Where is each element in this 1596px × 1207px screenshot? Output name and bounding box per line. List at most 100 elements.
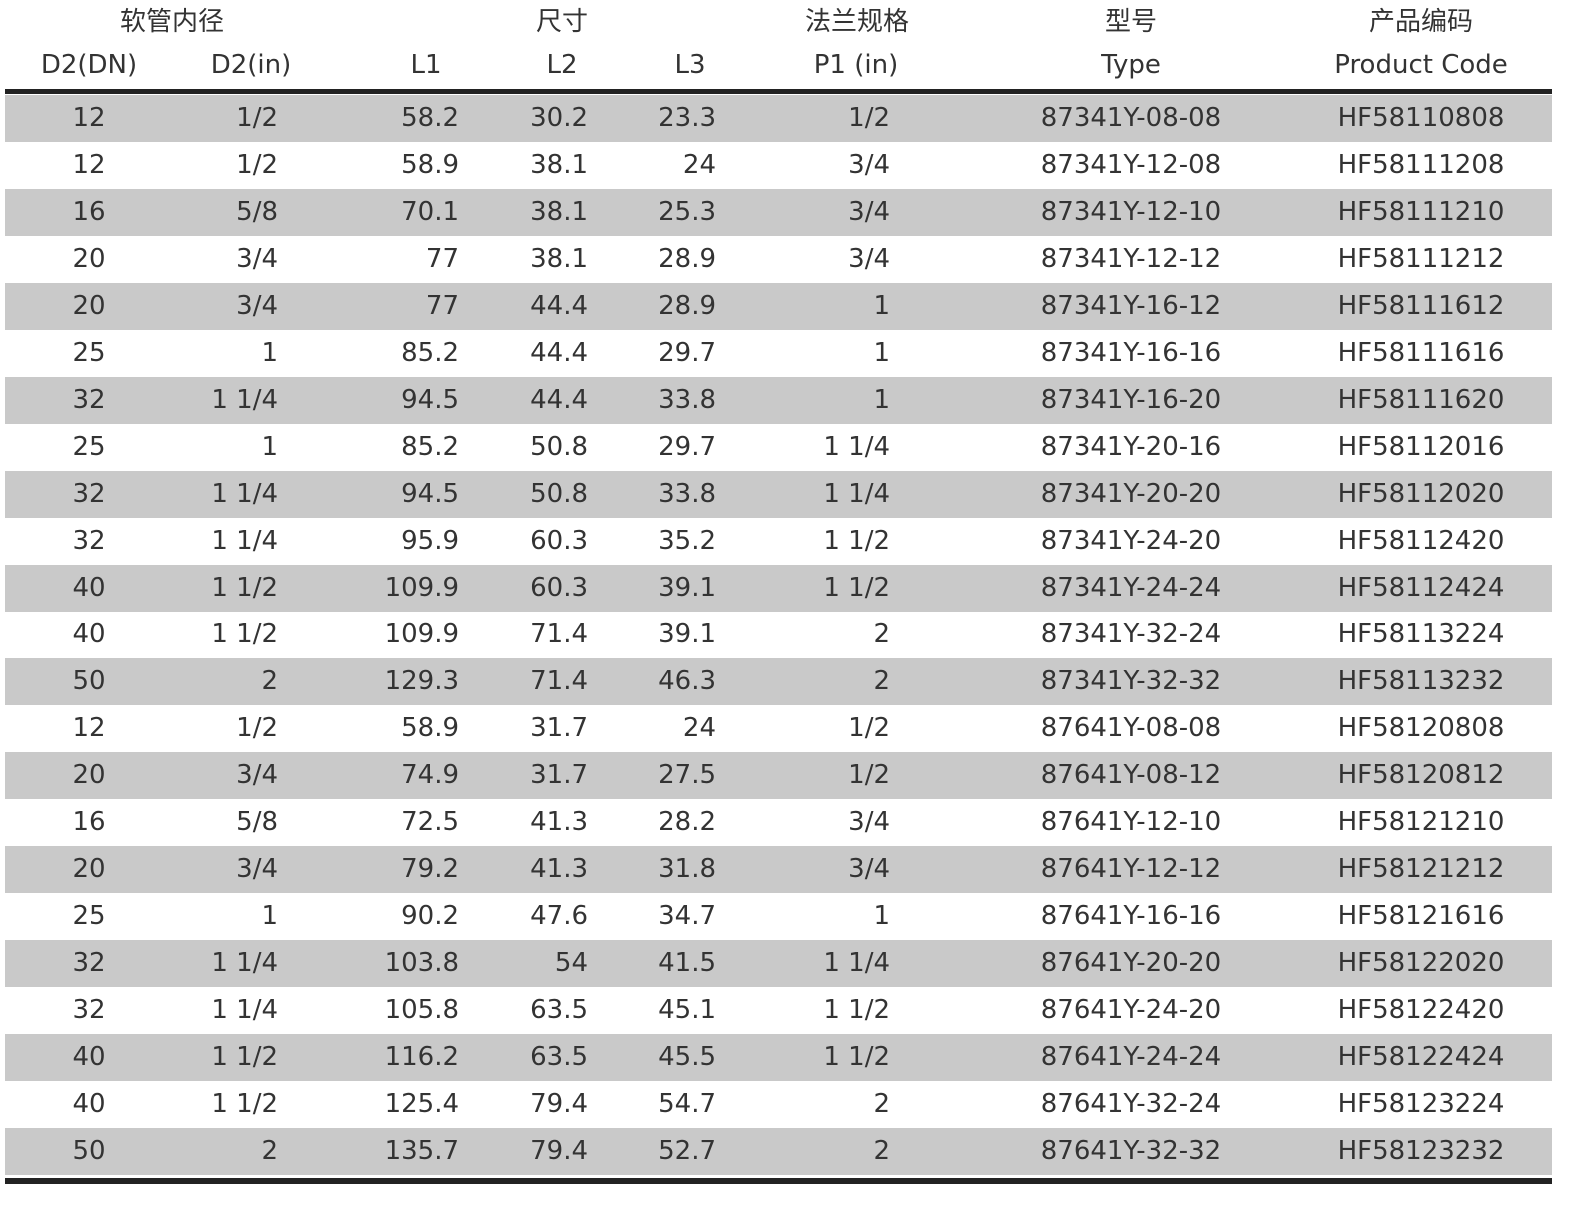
cell: HF58113224 <box>1337 619 1505 650</box>
cell: 1 1/4 <box>823 478 890 509</box>
cell: 44.4 <box>530 384 588 415</box>
cell: 129.3 <box>384 666 459 697</box>
group-header: 软管内径 <box>119 7 224 37</box>
cell: 1 <box>261 431 278 462</box>
cell: HF58111208 <box>1337 149 1505 180</box>
cell: 63.5 <box>530 1042 588 1072</box>
cell: HF58111616 <box>1337 337 1505 368</box>
column-header: D2(in) <box>210 50 292 80</box>
cell: 1 <box>873 337 890 368</box>
cell: 87341Y-12-10 <box>1040 196 1222 227</box>
cell: 1 1/4 <box>211 948 278 979</box>
cell: 87641Y-12-10 <box>1040 807 1222 838</box>
cell: 35.2 <box>658 525 716 556</box>
cell: 58.9 <box>401 149 459 180</box>
cell: 24 <box>682 713 716 744</box>
cell: 87341Y-16-16 <box>1040 337 1222 368</box>
row-band <box>5 940 1552 988</box>
cell: 38.1 <box>530 149 588 180</box>
cell: 3/4 <box>848 854 890 885</box>
cell: 1/2 <box>236 713 278 744</box>
cell: 79.4 <box>530 1135 588 1166</box>
cell: HF58120812 <box>1337 760 1505 791</box>
cell: 41.3 <box>530 854 588 885</box>
cell: HF58120808 <box>1337 713 1505 744</box>
row-band <box>5 846 1552 894</box>
cell: 109.9 <box>384 619 459 650</box>
cell: 40 <box>72 1088 106 1119</box>
cell: 32 <box>72 525 106 556</box>
column-header: P1 (in) <box>813 50 899 80</box>
cell: 1/2 <box>848 713 890 744</box>
cell: HF58110808 <box>1337 103 1505 133</box>
cell: 135.7 <box>384 1135 459 1166</box>
row-band <box>5 1127 1552 1175</box>
cell: 3/4 <box>848 807 890 838</box>
cell: 71.4 <box>530 666 588 697</box>
cell: 1 <box>873 290 890 321</box>
cell: 87341Y-20-20 <box>1040 478 1222 509</box>
cell: 60.3 <box>530 572 588 603</box>
cell: 38.1 <box>530 243 588 274</box>
cell: 1/2 <box>848 103 890 133</box>
cell: 87641Y-24-20 <box>1040 995 1222 1026</box>
cell: 28.9 <box>658 243 716 274</box>
cell: 50 <box>72 666 106 697</box>
cell: 94.5 <box>401 384 459 415</box>
cell: 1 1/2 <box>823 995 890 1026</box>
row-band <box>5 470 1552 518</box>
cell: 45.1 <box>658 995 716 1026</box>
cell: HF58112016 <box>1337 431 1505 462</box>
row-band <box>5 658 1552 706</box>
cell: 109.9 <box>384 572 459 603</box>
cell: 3/4 <box>236 290 278 321</box>
cell: 39.1 <box>658 572 716 603</box>
cell: 29.7 <box>658 337 716 368</box>
cell: 1 <box>873 901 890 932</box>
cell: 33.8 <box>658 384 716 415</box>
cell: 27.5 <box>658 760 716 791</box>
cell: 24 <box>682 149 716 180</box>
cell: 1 1/2 <box>211 572 278 603</box>
cell: 45.5 <box>658 1042 716 1072</box>
cell: 103.8 <box>384 948 459 979</box>
cell: HF58122420 <box>1337 995 1505 1026</box>
cell: 79.4 <box>530 1088 588 1119</box>
cell: 105.8 <box>384 995 459 1026</box>
cell: 87341Y-32-24 <box>1040 619 1222 650</box>
group-header: 型号 <box>1104 7 1157 37</box>
cell: 87341Y-24-20 <box>1040 525 1222 556</box>
cell: HF58112020 <box>1337 478 1505 509</box>
cell: 40 <box>72 619 106 650</box>
cell: 40 <box>72 572 106 603</box>
cell: 12 <box>72 713 106 744</box>
cell: 95.9 <box>401 525 459 556</box>
cell: 50.8 <box>530 478 588 509</box>
cell: 1 1/4 <box>211 384 278 415</box>
cell: 85.2 <box>401 337 459 368</box>
cell: 1 1/4 <box>823 948 890 979</box>
cell: 3/4 <box>236 760 278 791</box>
cell: 87641Y-08-08 <box>1040 713 1222 744</box>
cell: 74.9 <box>401 760 459 791</box>
cell: 90.2 <box>401 901 459 932</box>
column-header: L2 <box>546 50 578 80</box>
cell: 20 <box>72 243 106 274</box>
group-header: 产品编码 <box>1368 7 1473 37</box>
cell: 3/4 <box>236 243 278 274</box>
cell: 87341Y-16-20 <box>1040 384 1222 415</box>
cell: HF58122020 <box>1337 948 1505 979</box>
cell: 1 <box>261 337 278 368</box>
cell: 87341Y-20-16 <box>1040 431 1222 462</box>
cell: HF58113232 <box>1337 666 1505 697</box>
row-band <box>5 752 1552 800</box>
cell: 32 <box>72 995 106 1026</box>
cell: HF58121616 <box>1337 901 1505 932</box>
cell: 1 1/2 <box>823 572 890 603</box>
cell: 63.5 <box>530 995 588 1026</box>
cell: 125.4 <box>384 1088 459 1119</box>
cell: 33.8 <box>658 478 716 509</box>
cell: 29.7 <box>658 431 716 462</box>
cell: 2 <box>873 1135 890 1166</box>
cell: 25.3 <box>658 196 716 227</box>
